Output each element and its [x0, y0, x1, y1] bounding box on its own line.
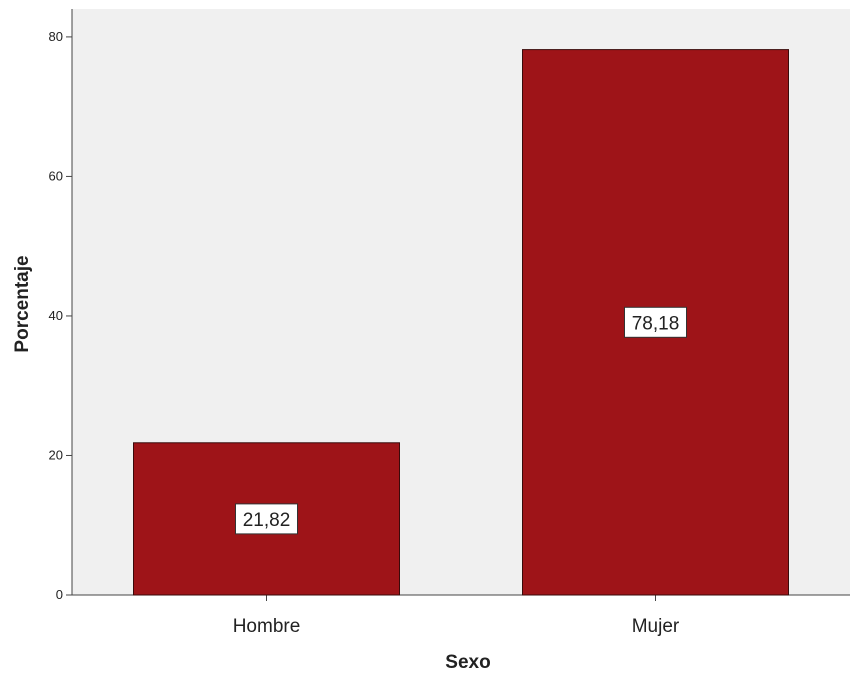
y-tick-label: 80: [49, 29, 63, 44]
data-label-box: [624, 306, 687, 338]
x-tick-label: Hombre: [233, 616, 301, 637]
x-axis: Hombre Mujer: [72, 594, 850, 637]
y-tick-label: 40: [49, 308, 63, 323]
y-tick-label: 60: [49, 168, 63, 183]
y-axis-title: Porcentaje: [12, 255, 33, 352]
data-label: 21,82: [243, 510, 291, 531]
y-axis: 0 20 40 60 80: [49, 9, 73, 602]
data-label: 78,18: [632, 313, 680, 334]
data-label-box: [235, 503, 298, 535]
x-axis-title: Sexo: [445, 652, 490, 673]
x-tick-label: Mujer: [632, 616, 680, 637]
y-tick-label: 20: [49, 447, 63, 462]
data-labels: 21,82 78,18: [235, 306, 687, 535]
y-tick-label: 0: [56, 587, 63, 602]
